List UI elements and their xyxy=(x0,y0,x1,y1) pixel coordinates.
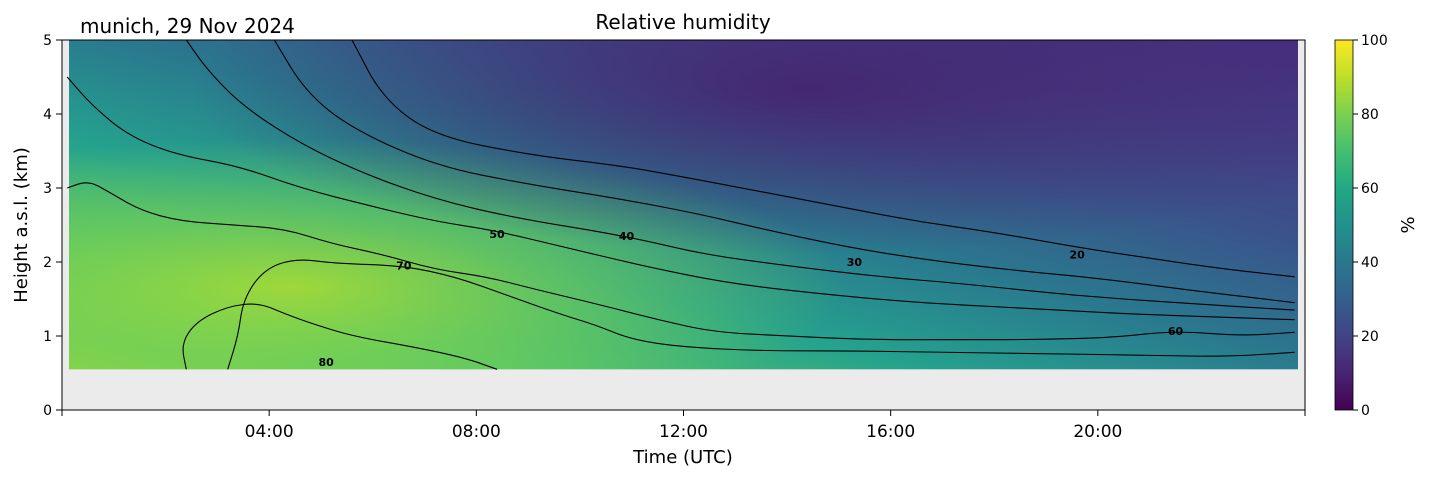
colorbar-tick-label: 100 xyxy=(1361,33,1388,49)
chart-subtitle: munich, 29 Nov 2024 xyxy=(80,14,295,38)
chart-title: Relative humidity xyxy=(595,10,770,34)
y-tick-label: 0 xyxy=(43,403,52,419)
y-axis-title: Height a.s.l. (km) xyxy=(11,147,32,303)
colorbar-label: % xyxy=(1398,216,1419,233)
contour-label-60: 60 xyxy=(1168,325,1184,338)
contour-line-60 xyxy=(67,182,1295,341)
contour-label-40: 40 xyxy=(619,230,635,243)
x-axis: 04:00 08:00 12:00 16:00 20:00 xyxy=(61,410,1306,442)
contour-labels: 20 30 40 50 60 70 80 xyxy=(318,228,1183,369)
colorbar-tick-label: 20 xyxy=(1361,329,1379,345)
colorbar-tick-label: 40 xyxy=(1361,255,1379,271)
contour-label-20: 20 xyxy=(1069,249,1085,262)
contour-line-50 xyxy=(66,76,1295,321)
y-tick-label: 2 xyxy=(43,255,52,271)
contour-label-30: 30 xyxy=(847,256,863,269)
contour-line-70 xyxy=(227,259,1295,370)
contour-line-30 xyxy=(273,40,1295,304)
colorbar-ticks: 0 20 40 60 80 100 xyxy=(1353,33,1388,419)
contour-line-20 xyxy=(351,40,1295,278)
x-tick-label: 20:00 xyxy=(1073,422,1122,442)
x-tick-label: 04:00 xyxy=(245,422,294,442)
colorbar-tick-label: 60 xyxy=(1361,181,1379,197)
contour-label-70: 70 xyxy=(396,260,412,273)
y-tick-label: 1 xyxy=(43,329,52,345)
colorbar: 0 20 40 60 80 100 % xyxy=(1334,33,1419,419)
x-tick-label: 08:00 xyxy=(452,422,501,442)
y-axis: 0 1 2 3 4 5 xyxy=(43,33,62,419)
y-tick-label: 3 xyxy=(43,181,52,197)
y-tick-label: 4 xyxy=(43,107,52,123)
y-tick-label: 5 xyxy=(43,33,52,49)
colorbar-gradient xyxy=(1334,39,1354,411)
colorbar-tick-label: 0 xyxy=(1361,403,1370,419)
humidity-field-dry-layer xyxy=(69,40,1298,370)
contour-label-80: 80 xyxy=(318,356,334,369)
plot-area: 20 30 40 50 60 70 80 xyxy=(62,40,1305,410)
contour-lines xyxy=(66,40,1295,370)
colorbar-tick-label: 80 xyxy=(1361,107,1379,123)
x-tick-label: 16:00 xyxy=(866,422,915,442)
contour-label-50: 50 xyxy=(489,228,505,241)
x-tick-label: 12:00 xyxy=(659,422,708,442)
contour-line-80 xyxy=(182,303,498,370)
contour-line-40 xyxy=(185,40,1295,311)
x-axis-title: Time (UTC) xyxy=(632,447,733,468)
